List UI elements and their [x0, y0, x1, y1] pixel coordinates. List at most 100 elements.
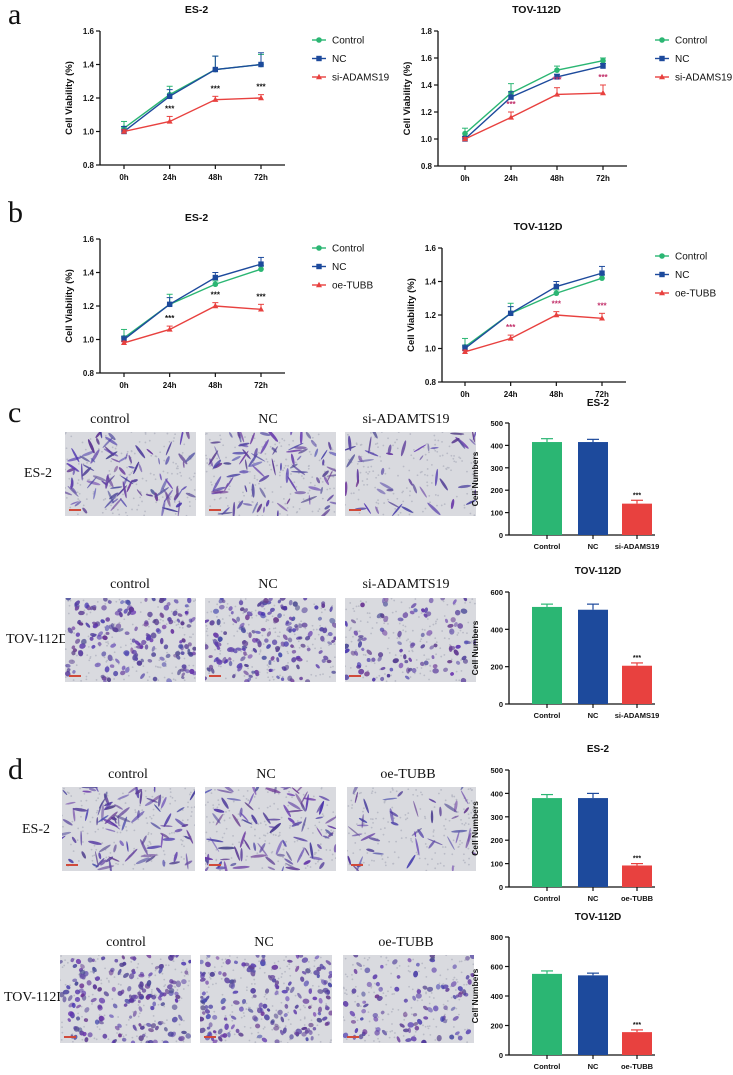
x-tick-label: 0h	[119, 381, 128, 390]
column-label: control	[90, 412, 130, 427]
y-axis-label: Cell Viability (%)	[406, 278, 417, 352]
micrograph-texture	[62, 787, 195, 871]
y-axis-label: Cell Numbers	[470, 968, 480, 1023]
legend-label: si-ADAMS19	[332, 73, 390, 84]
scale-bar	[66, 864, 78, 866]
scale-bar	[347, 1036, 359, 1038]
square-marker	[508, 94, 514, 100]
y-tick-label: 500	[490, 419, 503, 428]
bar-chart-d-es-2: ES-2 0 100 200 300 400 500 Cell Numbers Control N…	[470, 744, 655, 903]
y-tick-label: 1.6	[83, 27, 95, 36]
legend-label: Control	[332, 36, 364, 47]
triangle-marker	[507, 335, 514, 341]
panel-label-b: b	[8, 196, 23, 229]
x-tick-label: 0h	[460, 390, 469, 399]
x-tick-label: 24h	[504, 174, 518, 183]
legend-label: NC	[675, 54, 689, 65]
series-line	[123, 63, 262, 133]
significance-label: ***	[552, 300, 562, 309]
bar-si-adams19	[622, 665, 652, 704]
triangle-marker	[166, 326, 173, 332]
y-axis-label: Cell Numbers	[470, 451, 480, 506]
line-chart-b-tov-112d: TOV-112D 0.8 1.0 1.2 1.4 1.6 0h 24h 48h 72h Cell V…	[406, 221, 716, 399]
series-nc	[462, 265, 605, 352]
row-label: ES-2	[22, 822, 50, 837]
y-tick-label: 0.8	[425, 378, 437, 387]
triangle-marker	[316, 281, 322, 288]
series-oe-tubb	[121, 302, 264, 346]
micrograph-image	[205, 598, 336, 682]
significance-label: ***	[165, 314, 175, 323]
square-marker	[166, 93, 173, 100]
significance-label: ***	[256, 292, 266, 301]
y-tick-label: 1.2	[83, 94, 95, 103]
significance-label: ***	[633, 492, 641, 499]
series-line	[123, 305, 262, 344]
triangle-marker	[166, 118, 173, 124]
y-axis-label: Cell Viability (%)	[402, 62, 413, 136]
x-tick-label: Control	[534, 1062, 561, 1071]
y-tick-label: 200	[490, 486, 503, 495]
triangle-marker	[121, 339, 127, 346]
micrograph-image	[347, 787, 476, 871]
triangle-marker	[553, 311, 560, 318]
micrograph-texture	[345, 432, 476, 516]
triangle-marker	[258, 306, 264, 312]
y-tick-label: 600	[490, 963, 503, 972]
triangle-marker	[316, 73, 322, 80]
y-tick-label: 0	[499, 1051, 503, 1060]
y-tick-label: 0.8	[83, 161, 95, 170]
bar-chart-d-tov-112d: TOV-112D 0 200 400 600 800 Cell Numbers Control…	[470, 912, 655, 1071]
triangle-marker	[212, 96, 219, 102]
series-line	[464, 314, 603, 353]
square-marker	[600, 63, 606, 69]
micrograph-image	[65, 432, 196, 516]
y-tick-label: 0	[499, 883, 503, 892]
y-tick-label: 1.2	[425, 311, 437, 320]
circle-marker	[599, 275, 605, 281]
y-tick-label: 0	[499, 531, 503, 540]
series-line	[123, 263, 262, 341]
y-tick-label: 300	[490, 464, 503, 473]
square-marker	[507, 310, 514, 317]
y-tick-label: 1.4	[83, 61, 95, 70]
y-tick-label: 1.8	[421, 27, 433, 36]
scale-bar	[209, 675, 221, 677]
significance-label: ***	[633, 655, 641, 662]
x-tick-label: si-ADAMS19	[615, 542, 660, 551]
x-tick-label: 48h	[208, 173, 222, 182]
y-tick-label: 0	[499, 700, 503, 709]
row-label: ES-2	[24, 466, 52, 481]
x-tick-label: NC	[588, 1062, 599, 1071]
y-tick-label: 0.8	[421, 162, 433, 171]
column-label: NC	[258, 577, 278, 592]
significance-label: ***	[506, 100, 516, 109]
series-control	[462, 274, 605, 350]
bar-control	[532, 606, 562, 704]
scale-bar	[204, 1036, 216, 1038]
square-marker	[599, 270, 605, 276]
scale-bar	[349, 509, 361, 511]
x-tick-label: oe-TUBB	[621, 1062, 654, 1071]
series-line	[123, 268, 262, 339]
significance-label: ***	[597, 301, 607, 310]
square-marker	[462, 345, 468, 352]
x-tick-label: 72h	[254, 173, 268, 182]
triangle-marker	[258, 94, 264, 101]
x-tick-label: Control	[534, 711, 561, 720]
y-tick-label: 400	[490, 441, 503, 450]
square-marker	[258, 61, 264, 68]
y-tick-label: 1.6	[425, 244, 437, 253]
column-label: oe-TUBB	[380, 767, 436, 782]
panel-label-c: c	[8, 396, 22, 429]
bar-oe-tubb	[622, 865, 652, 887]
bar-nc	[578, 798, 608, 887]
significance-label: ***	[633, 856, 641, 863]
series-oe-tubb	[462, 311, 605, 355]
bar-chart-c-es-2: ES-2 0 100 200 300 400 500 Cell Numbers Control N…	[470, 398, 659, 551]
y-tick-label: 1.2	[421, 108, 433, 117]
triangle-marker	[659, 73, 665, 80]
x-tick-label: 72h	[596, 174, 610, 183]
micrograph-image	[200, 955, 332, 1043]
circle-marker	[316, 37, 322, 43]
